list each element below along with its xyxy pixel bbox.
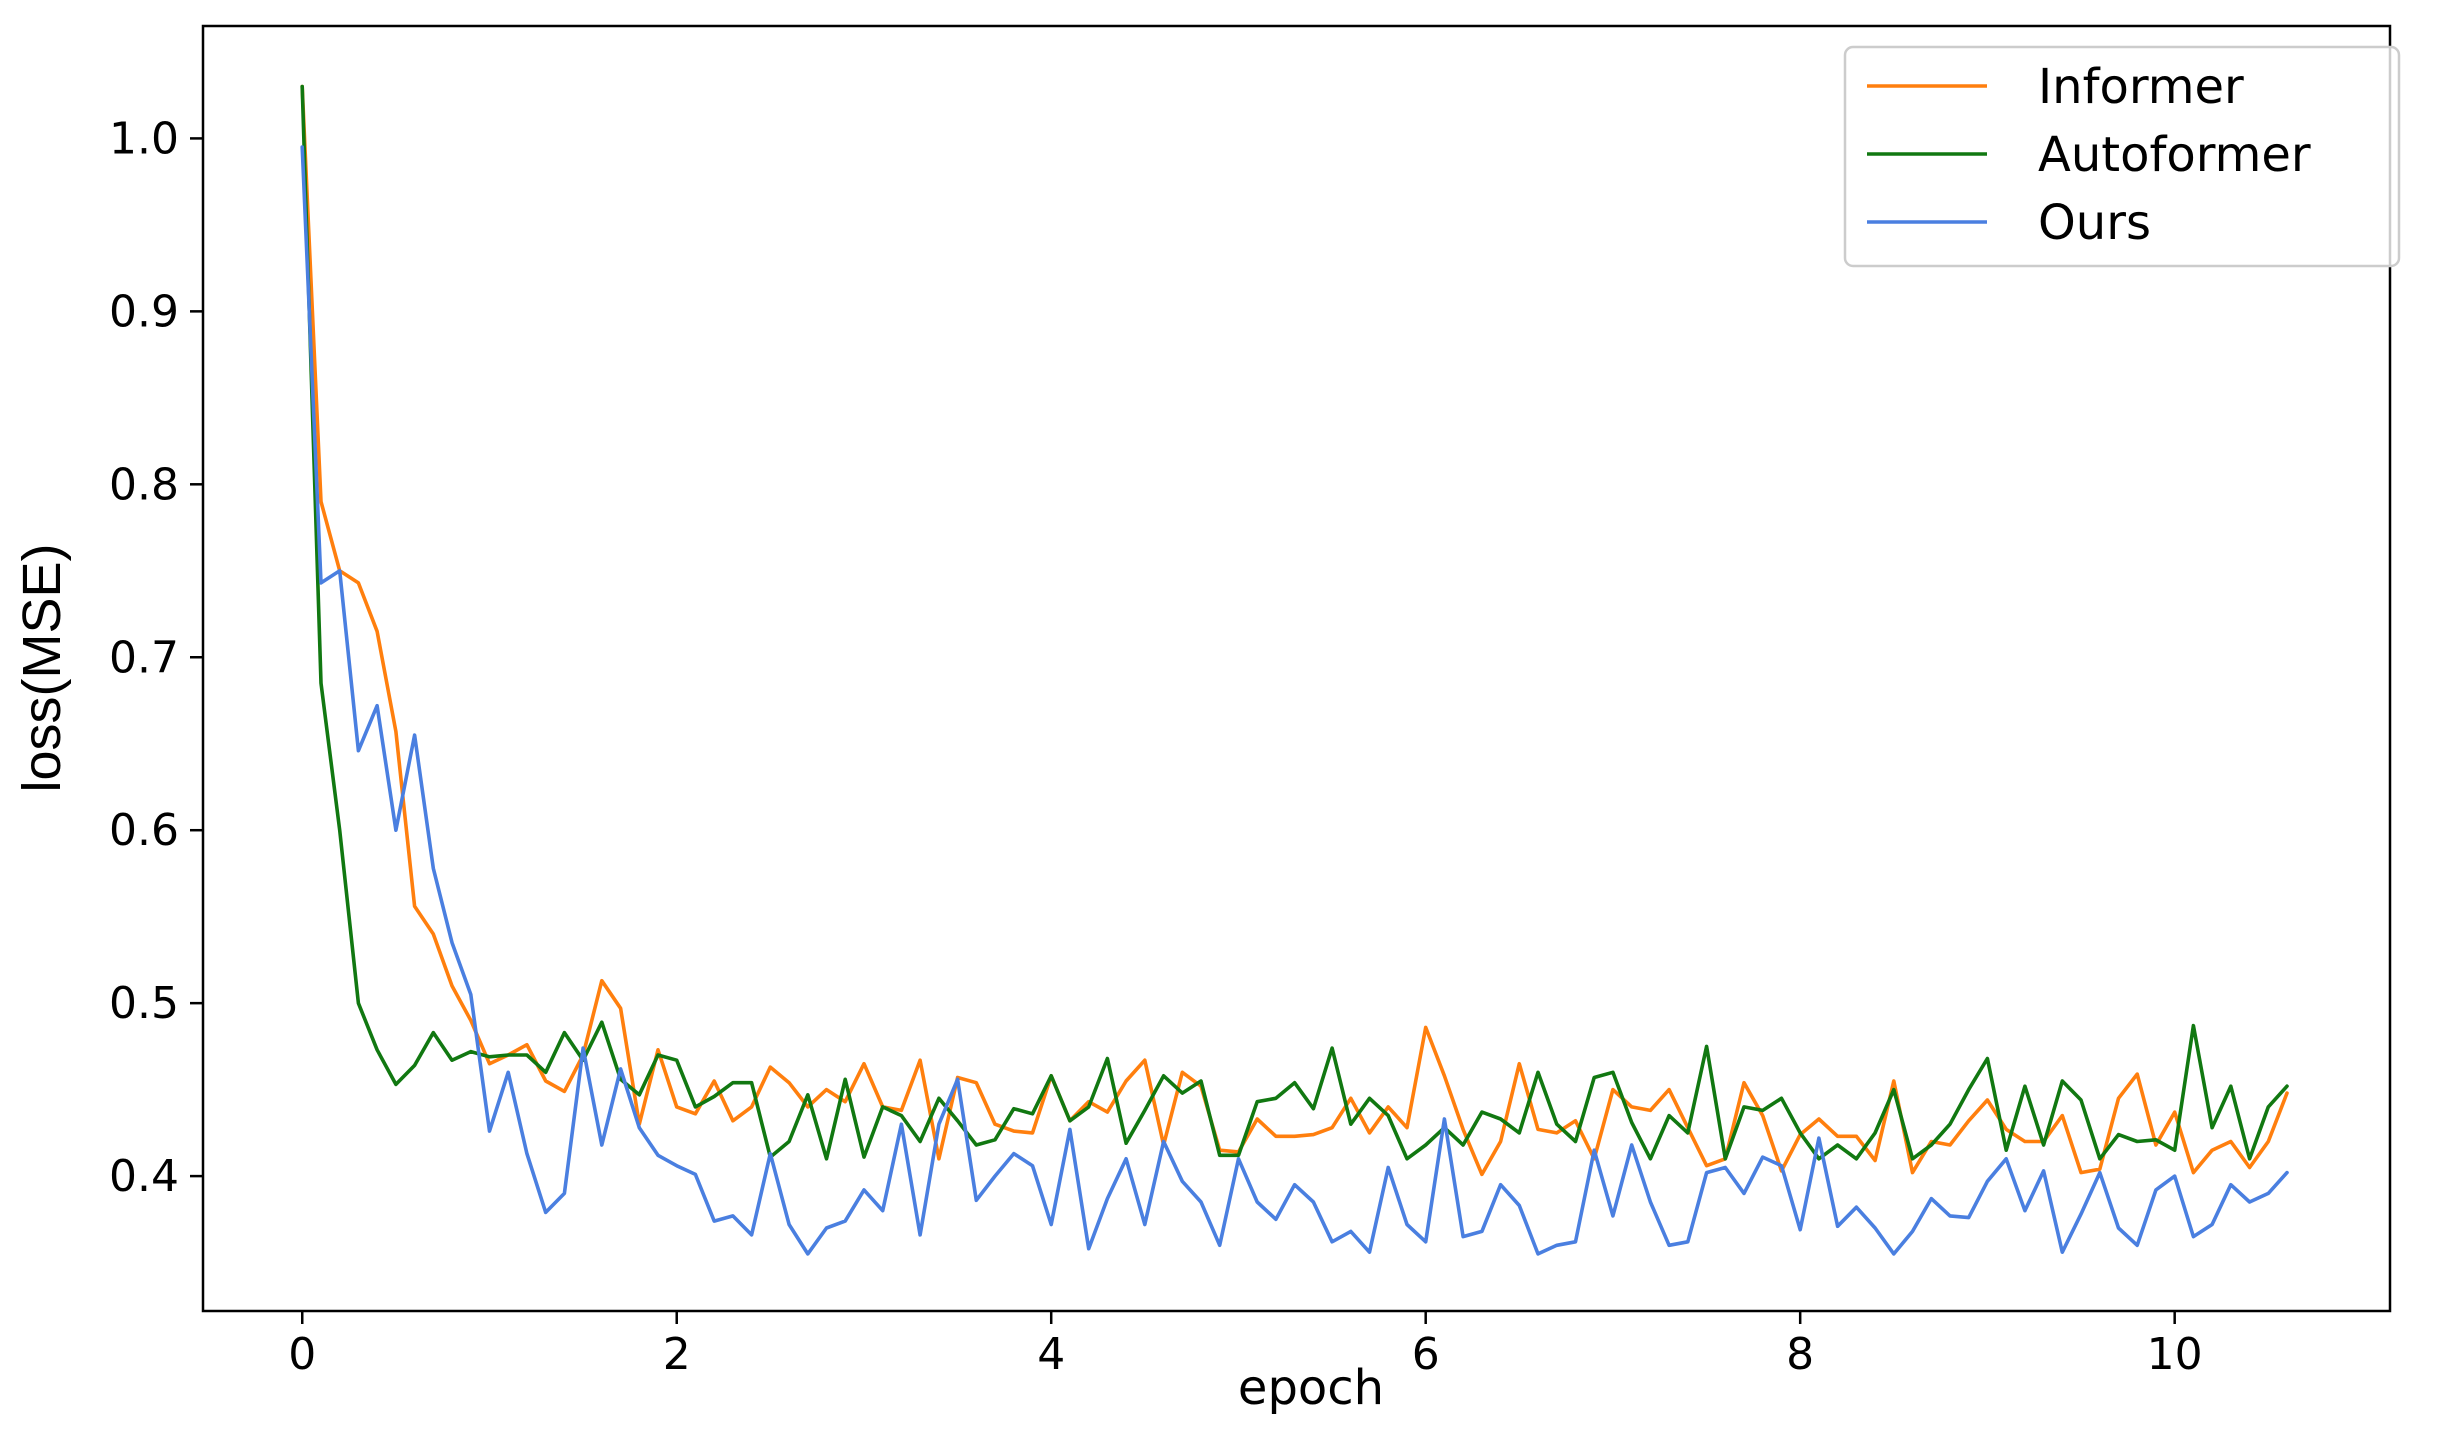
x-axis-ticks: 0 2 4 6 8 10: [288, 1311, 2203, 1380]
legend-items: Informer Autoformer Ours: [1867, 59, 2311, 251]
x-tick-label: 0: [288, 1329, 316, 1380]
x-axis-label: epoch: [1238, 1360, 1384, 1416]
legend-box: [1843, 45, 2401, 268]
series-line-ours: [300, 145, 2289, 1256]
y-tick-label: 0.6: [109, 805, 179, 856]
legend: Informer Autoformer Ours: [1843, 45, 2401, 268]
y-axis-ticks: 0.4 0.5 0.6 0.7 0.8 0.9 1.0: [109, 113, 203, 1202]
legend-label-ours: Ours: [2038, 195, 2151, 251]
y-tick-label: 0.7: [109, 632, 179, 683]
plot-frame: [201, 24, 2392, 1313]
y-tick-label: 0.5: [109, 978, 179, 1029]
legend-label-autoformer: Autoformer: [2038, 127, 2311, 183]
y-tick-label: 0.4: [109, 1151, 179, 1202]
y-tick-label: 1.0: [109, 113, 179, 164]
series-line-informer: [300, 84, 2289, 1177]
x-tick-label: 6: [1412, 1329, 1440, 1380]
x-tick-label: 8: [1786, 1329, 1814, 1380]
x-tick-label: 4: [1037, 1329, 1065, 1380]
y-tick-label: 0.8: [109, 459, 179, 510]
x-tick-label: 10: [2147, 1329, 2203, 1380]
series-lines: [300, 84, 2289, 1256]
y-tick-label: 0.9: [109, 286, 179, 337]
x-tick-label: 2: [663, 1329, 691, 1380]
y-axis-label: loss(MSE): [12, 543, 72, 792]
series-line-autoformer: [300, 84, 2289, 1161]
legend-label-informer: Informer: [2038, 59, 2244, 115]
